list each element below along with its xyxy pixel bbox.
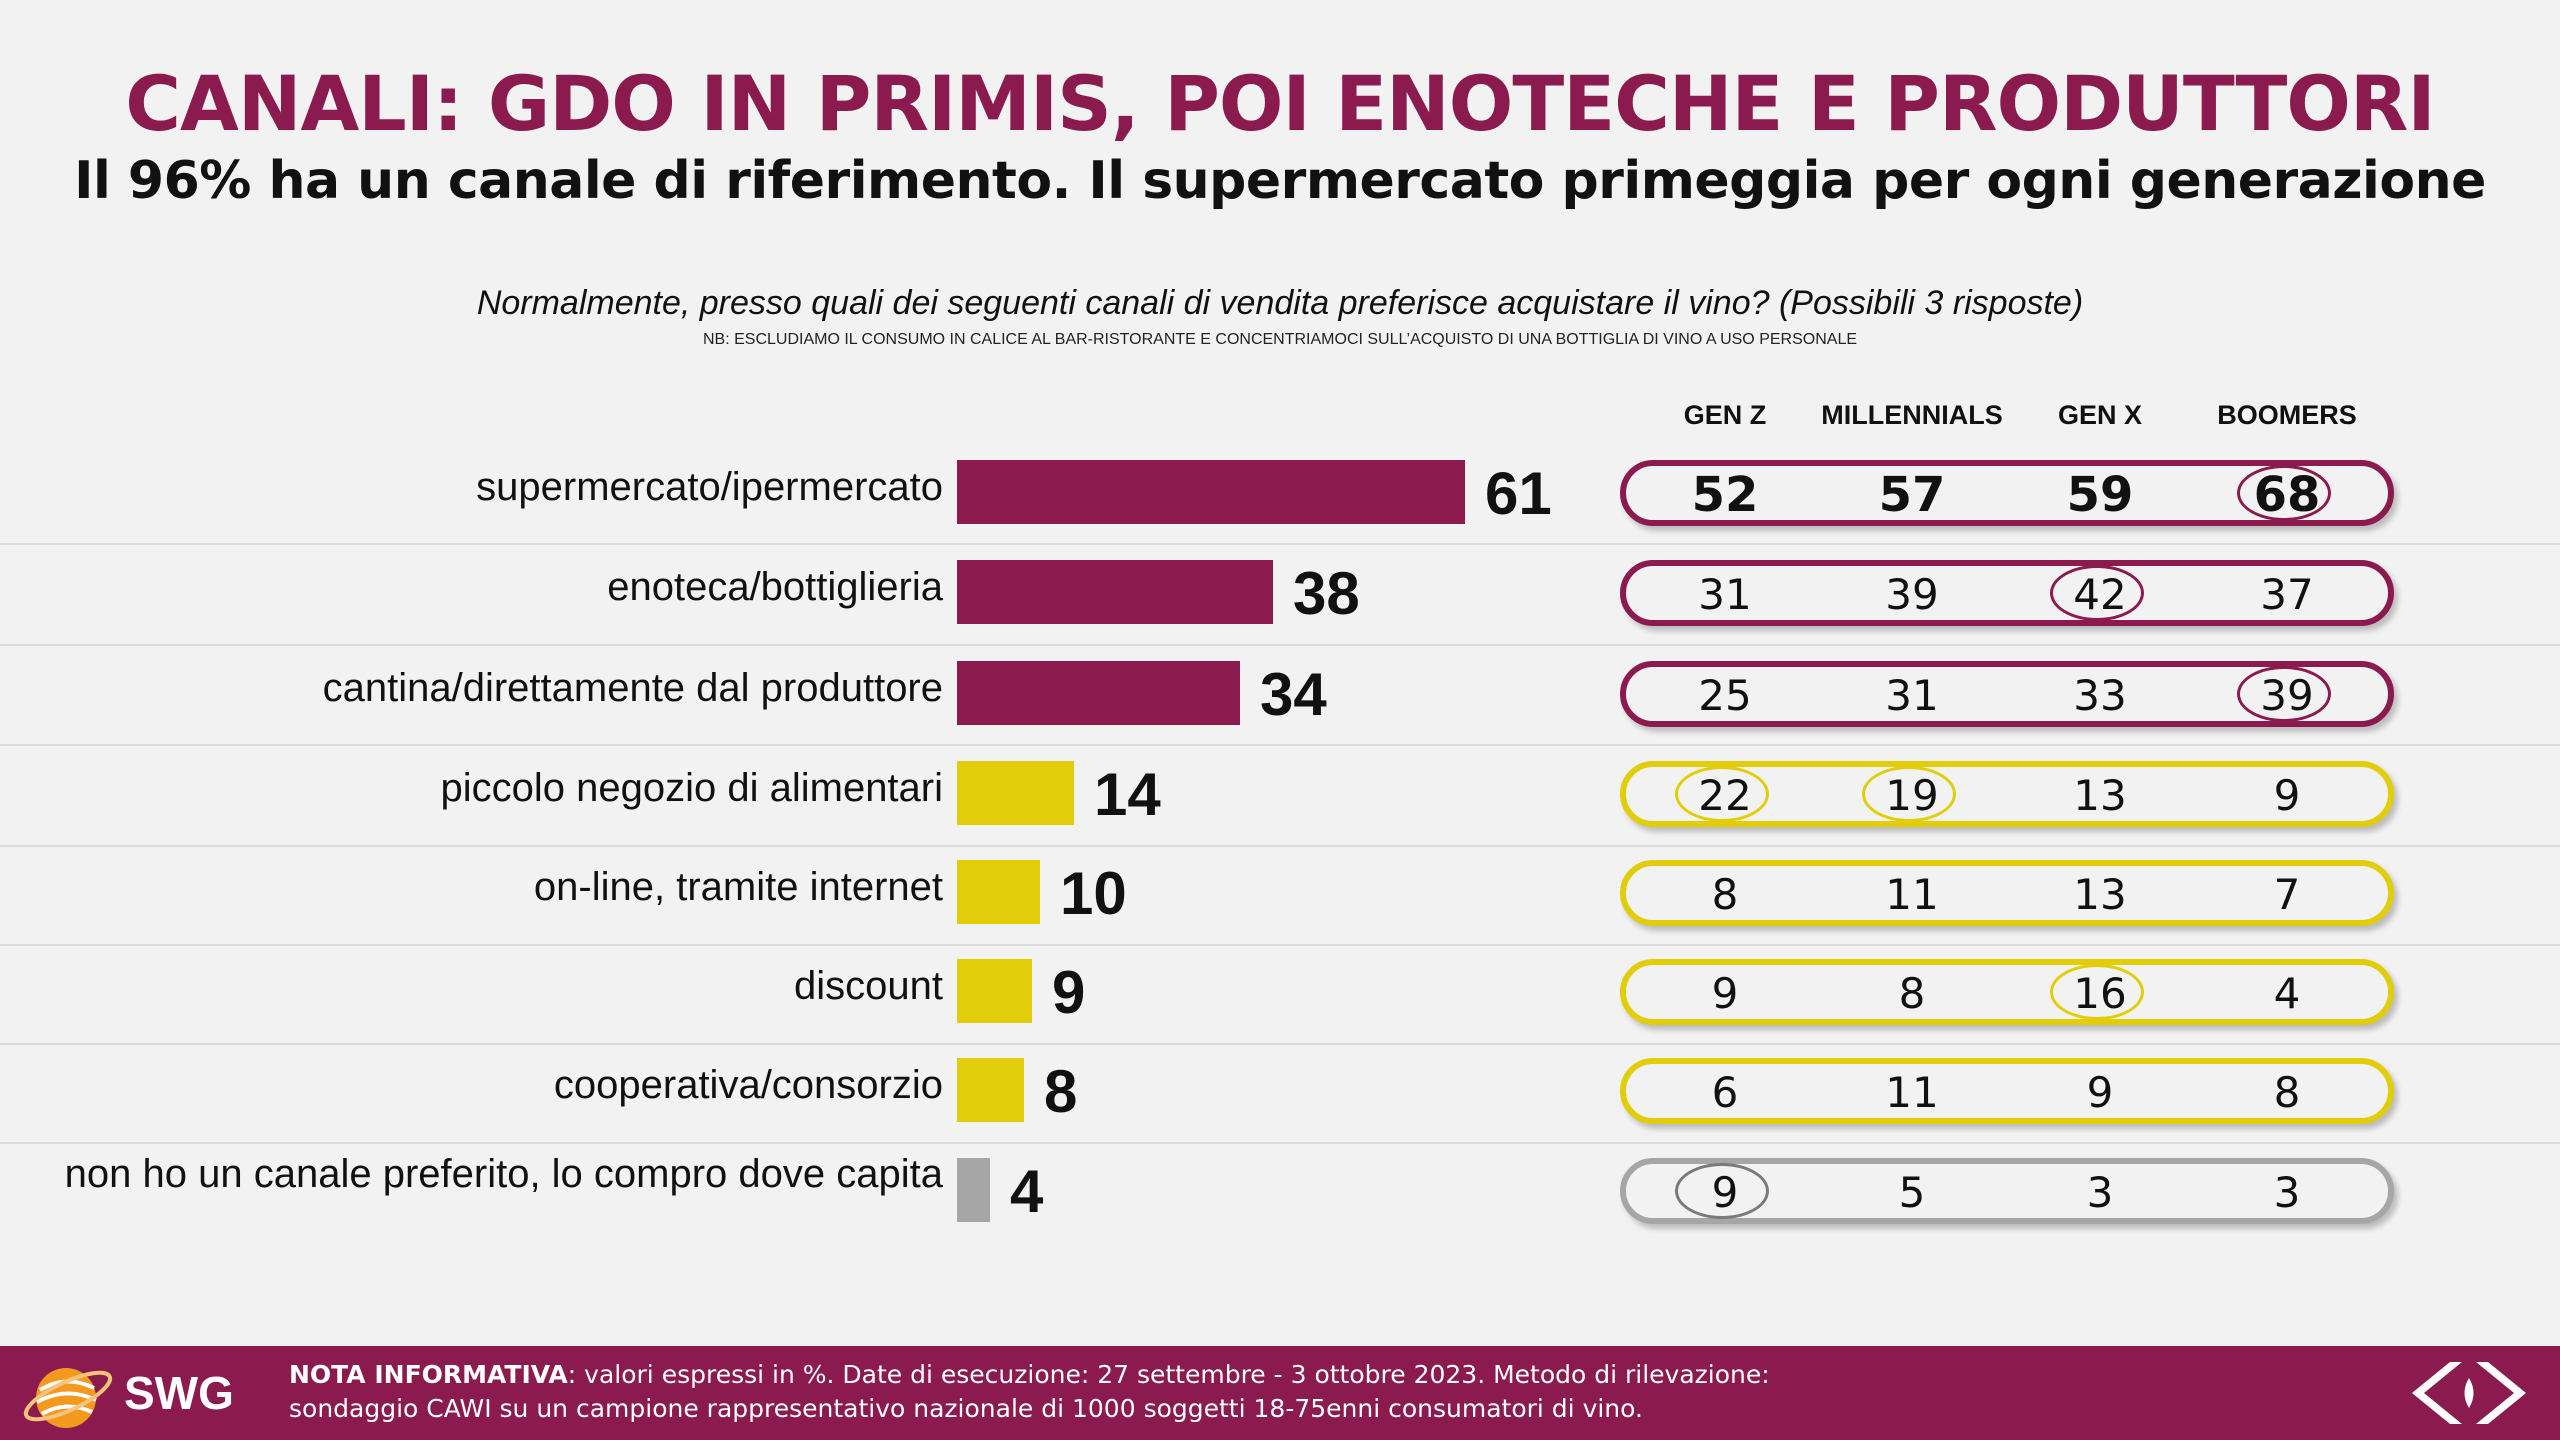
generation-value-cell: 22 [1670,766,1780,825]
row-separator [0,1142,2560,1144]
generation-value-cell: 8 [1898,969,1926,1018]
generation-value-cell: 8 [2273,1068,2301,1117]
generation-value-cell: 16 [2045,964,2155,1023]
generation-value-cell: 19 [1857,766,1967,825]
footer-note: NOTA INFORMATIVA: valori espressi in %. … [289,1358,1770,1426]
generation-value-cell: 11 [1885,870,1939,919]
generation-row-pill [1620,959,2394,1025]
generation-value-cell: 68 [2232,465,2342,524]
generation-value-cell: 33 [2073,671,2127,720]
generation-value-cell: 59 [2066,467,2134,523]
bar-value-label: 34 [1260,661,1327,728]
generation-value-cell: 31 [1698,570,1752,619]
row-separator [0,543,2560,545]
generation-row-pill [1620,560,2394,626]
column-header: GEN X [2057,400,2143,430]
category-label: non ho un canale preferito, lo compro do… [64,1152,943,1196]
bar [957,761,1074,825]
bar [957,860,1040,924]
carrefour-logo-icon [2412,1362,2526,1424]
generation-value-cell: 9 [2086,1068,2114,1117]
page-subtitle: Il 96% ha un canale di riferimento. Il s… [74,151,2486,211]
generation-value-cell: 6 [1711,1068,1739,1117]
generation-value-cell: 11 [1885,1068,1939,1117]
generation-row-pill [1620,1058,2394,1124]
bar-value-label: 8 [1044,1058,1078,1125]
generation-value-cell: 31 [1885,671,1939,720]
generation-value-cell: 3 [2086,1168,2114,1217]
bar-value-label: 10 [1060,860,1127,927]
generation-value-cell: 39 [2232,666,2342,725]
footer-note-label: NOTA INFORMATIVA [289,1360,568,1389]
bar [957,661,1240,725]
generation-value-cell: 9 [2273,771,2301,820]
generation-value-cell: 13 [2073,870,2127,919]
row-separator [0,944,2560,946]
column-header: BOOMERS [2217,400,2357,430]
category-label: on-line, tramite internet [533,865,943,909]
generation-value-cell: 13 [2073,771,2127,820]
category-label: cooperativa/consorzio [553,1063,943,1107]
bar [957,959,1032,1023]
generation-value-cell: 37 [2260,570,2314,619]
category-label: cantina/direttamente dal produttore [322,666,943,710]
swg-logo-text: SWG [124,1367,234,1419]
bar [957,1058,1024,1122]
swg-globe-logo-icon [23,1368,113,1428]
survey-question: Normalmente, presso quali dei seguenti c… [476,284,2084,322]
bar [957,560,1273,624]
footer-bar: SWG NOTA INFORMATIVA: valori espressi in… [0,1346,2560,1440]
column-header: GEN Z [1683,400,1767,430]
bar-value-label: 9 [1052,959,1086,1026]
generation-value-cell: 42 [2045,565,2155,624]
bar [957,1158,990,1222]
category-label: piccolo negozio di alimentari [440,766,944,810]
survey-note: NB: ESCLUDIAMO IL CONSUMO IN CALICE AL B… [702,331,1858,348]
column-header: MILLENNIALS [1821,400,2003,430]
bar [957,460,1465,524]
generation-value-cell: 52 [1691,467,1759,523]
generation-value-cell: 5 [1898,1168,1926,1217]
bar-value-label: 14 [1094,761,1161,828]
generation-value-cell: 25 [1698,671,1752,720]
row-separator [0,1043,2560,1045]
row-separator [0,744,2560,746]
generation-value-cell: 4 [2273,969,2301,1018]
category-label: enoteca/bottiglieria [607,565,943,609]
generation-value-cell: 9 [1711,969,1739,1018]
row-separator [0,644,2560,646]
generation-value-cell: 39 [1885,570,1939,619]
bar-value-label: 61 [1485,460,1552,527]
footer-note-line2: sondaggio CAWI su un campione rappresent… [289,1394,1643,1423]
generation-value-cell: 7 [2273,870,2301,919]
bar-value-label: 4 [1010,1158,1044,1225]
footer-note-line1: : valori espressi in %. Date di esecuzio… [567,1360,1770,1389]
row-separator [0,845,2560,847]
bar-value-label: 38 [1293,560,1360,627]
generation-row-pill [1620,860,2394,926]
page-title: CANALI: GDO IN PRIMIS, POI ENOTECHE E PR… [125,59,2435,148]
generation-value-cell: 8 [1711,870,1739,919]
category-label: supermercato/ipermercato [476,465,943,509]
category-label: discount [794,964,943,1008]
generation-value-cell: 3 [2273,1168,2301,1217]
generation-value-cell: 57 [1878,467,1946,523]
generation-value-cell: 9 [1670,1163,1780,1222]
